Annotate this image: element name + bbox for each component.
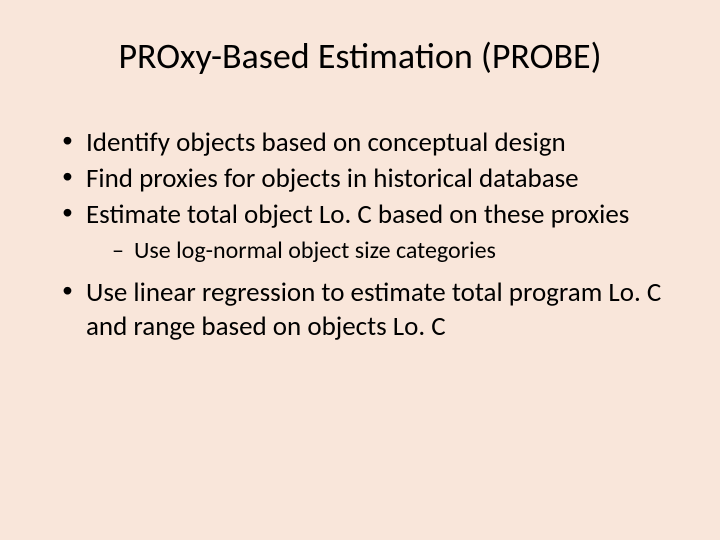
bullet-item: Find proxies for objects in historical d… <box>62 162 682 196</box>
bullet-list: Identify objects based on conceptual des… <box>38 126 682 344</box>
bullet-text: Estimate total object Lo. C based on the… <box>86 198 629 231</box>
bullet-text: Use log-normal object size categories <box>134 236 496 265</box>
sub-bullet-list: Use log-normal object size categories <box>86 235 682 266</box>
bullet-text: Identify objects based on conceptual des… <box>86 126 566 159</box>
bullet-text: Find proxies for objects in historical d… <box>86 162 579 195</box>
bullet-item: Use linear regression to estimate total … <box>62 276 682 344</box>
bullet-item: Identify objects based on conceptual des… <box>62 126 682 160</box>
slide-title: PROxy-Based Estimation (PROBE) <box>38 34 682 78</box>
bullet-item: Estimate total object Lo. C based on the… <box>62 198 682 267</box>
bullet-text: Use linear regression to estimate total … <box>86 276 661 343</box>
sub-bullet-item: Use log-normal object size categories <box>112 235 682 266</box>
